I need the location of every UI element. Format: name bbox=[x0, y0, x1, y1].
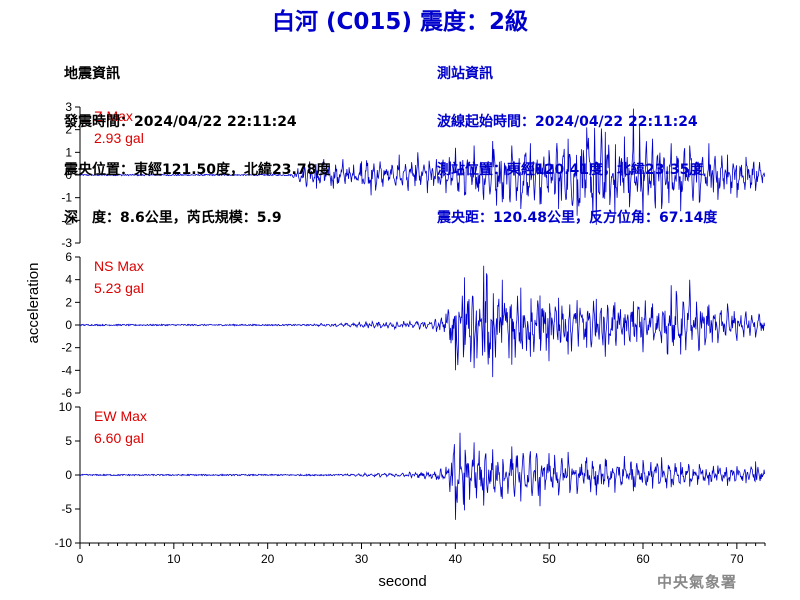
x-tick-label: 20 bbox=[261, 552, 275, 566]
station-heading: 測站資訊 bbox=[437, 66, 493, 82]
y-tick-label-ns: 6 bbox=[65, 250, 72, 264]
epicenter-location: 震央位置：東經121.50度，北緯23.78度 bbox=[64, 162, 331, 178]
y-tick-label-z: -2 bbox=[61, 213, 72, 227]
y-tick-label-ns: -2 bbox=[61, 341, 72, 355]
max-label-ns: NS Max bbox=[94, 258, 144, 274]
y-tick-label-z: 0 bbox=[65, 168, 72, 182]
y-tick-label-z: -3 bbox=[61, 236, 72, 250]
max-label-z: Z Max bbox=[94, 108, 133, 124]
x-tick-label: 30 bbox=[355, 552, 369, 566]
distance-azimuth: 震央距：120.48公里，反方位角：67.14度 bbox=[437, 210, 718, 226]
y-tick-label-z: 3 bbox=[65, 100, 72, 114]
y-tick-label-ns: 0 bbox=[65, 318, 72, 332]
y-tick-label-ew: 5 bbox=[65, 434, 72, 448]
x-axis-label: second bbox=[378, 573, 426, 590]
max-value-ew: 6.60 gal bbox=[94, 430, 144, 446]
y-tick-label-ew: -10 bbox=[55, 536, 73, 550]
depth-magnitude: 深 度：8.6公里，芮氏規模：5.9 bbox=[64, 210, 282, 226]
waveform-z bbox=[79, 108, 765, 225]
x-tick-label: 50 bbox=[542, 552, 556, 566]
agency-watermark: 中央氣象署 bbox=[657, 573, 738, 591]
max-value-z: 2.93 gal bbox=[94, 130, 144, 146]
waveform-ew bbox=[79, 432, 765, 520]
max-label-ew: EW Max bbox=[94, 408, 147, 424]
x-tick-label: 0 bbox=[77, 552, 84, 566]
x-tick-label: 40 bbox=[449, 552, 463, 566]
y-tick-label-ew: 0 bbox=[65, 468, 72, 482]
wave-start-time: 波線起始時間：2024/04/22 22:11:24 bbox=[437, 114, 698, 130]
station-info: 測站資訊 波線起始時間：2024/04/22 22:11:24 測站位置：東經1… bbox=[437, 34, 717, 242]
y-tick-label-ns: 4 bbox=[65, 273, 72, 287]
station-location: 測站位置：東經120.41度，北緯23.35度 bbox=[437, 162, 704, 178]
x-tick-label: 60 bbox=[636, 552, 650, 566]
y-tick-label-ns: -6 bbox=[61, 386, 72, 400]
max-value-ns: 5.23 gal bbox=[94, 280, 144, 296]
page-title: 白河 (C015) 震度：2級 bbox=[272, 9, 528, 35]
epicenter-info: 地震資訊 發震時間：2024/04/22 22:11:24 震央位置：東經121… bbox=[64, 34, 330, 242]
waveform-ns bbox=[79, 265, 765, 378]
origin-time: 發震時間：2024/04/22 22:11:24 bbox=[64, 114, 297, 130]
x-tick-label: 10 bbox=[167, 552, 181, 566]
y-tick-label-z: -1 bbox=[61, 191, 72, 205]
y-tick-label-z: 2 bbox=[65, 123, 72, 137]
y-tick-label-ns: 2 bbox=[65, 295, 72, 309]
y-tick-label-ns: -4 bbox=[61, 363, 72, 377]
y-tick-label-ew: 10 bbox=[59, 400, 73, 414]
y-tick-label-ew: -5 bbox=[61, 502, 72, 516]
y-axis-label: acceleration bbox=[25, 263, 42, 344]
y-tick-label-z: 1 bbox=[65, 145, 72, 159]
epicenter-heading: 地震資訊 bbox=[64, 66, 120, 82]
x-tick-label: 70 bbox=[730, 552, 744, 566]
